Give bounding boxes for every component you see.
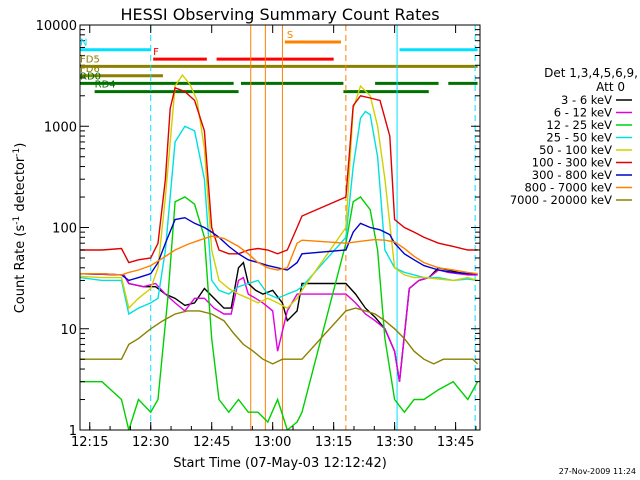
series-line-7 xyxy=(80,235,478,276)
y-tick-label-4: 10000 xyxy=(36,19,77,34)
x-tick-label-2: 12:45 xyxy=(193,435,230,450)
flag-label-fd5: FD5 xyxy=(80,54,100,65)
series-line-8 xyxy=(80,307,479,365)
y-axis-label-mid: detector xyxy=(13,156,28,216)
legend-label-4: 50 - 100 keV xyxy=(539,143,612,157)
axis-ticks: 12:15 12:30 12:45 13:00 13:15 13:30 13:45 1 10 10… xyxy=(36,19,480,450)
y-axis-label-main: Count Rate (s xyxy=(13,225,28,314)
flag-label-rd4: RD4 xyxy=(95,80,116,91)
legend-label-7: 800 - 7000 keV xyxy=(524,181,612,195)
legend-label-1: 6 - 12 keV xyxy=(554,106,612,120)
y-axis-label-sup1: -1 xyxy=(12,216,22,225)
y-tick-label-2: 100 xyxy=(52,222,77,237)
y-axis-label-sup2: -1 xyxy=(12,148,22,157)
flag-label-s: S xyxy=(287,30,293,41)
x-tick-label-4: 13:15 xyxy=(315,435,352,450)
y-tick-label-0: 1 xyxy=(69,424,77,439)
timestamp: 27-Nov-2009 11:24 xyxy=(559,467,636,476)
y-axis-label-end: ) xyxy=(13,143,28,148)
flag-label-n: N xyxy=(80,38,87,49)
legend-title-2: Att 0 xyxy=(596,80,625,94)
flag-label-fd6: FD6 xyxy=(80,64,100,75)
flag-label-rd0: RD0 xyxy=(80,71,101,82)
series-line-5 xyxy=(80,86,478,264)
legend-label-3: 25 - 50 keV xyxy=(546,131,612,145)
legend-title-1: Det 1,3,4,5,6,9, xyxy=(544,66,638,80)
legend-label-5: 100 - 300 keV xyxy=(532,156,612,170)
series-line-1 xyxy=(80,269,478,382)
series-lines xyxy=(80,73,479,430)
y-axis-label: Count Rate (s-1 detector-1) xyxy=(12,143,28,314)
x-tick-label-5: 13:30 xyxy=(376,435,413,450)
x-tick-label-0: 12:15 xyxy=(71,435,108,450)
series-line-4 xyxy=(80,73,478,310)
legend-label-6: 300 - 800 keV xyxy=(532,168,612,182)
legend-label-0: 3 - 6 keV xyxy=(561,93,612,107)
legend-label-2: 12 - 25 keV xyxy=(546,118,612,132)
legend-label-8: 7000 - 20000 keV xyxy=(510,193,612,207)
x-tick-label-6: 13:45 xyxy=(437,435,474,450)
y-tick-label-1: 10 xyxy=(60,323,77,338)
series-line-6 xyxy=(80,216,478,282)
x-tick-label-3: 13:00 xyxy=(254,435,291,450)
x-tick-label-1: 12:30 xyxy=(132,435,169,450)
flag-bars xyxy=(80,40,478,94)
series-line-3 xyxy=(80,110,478,316)
chart-title: HESSI Observing Summary Count Rates xyxy=(120,5,439,24)
flag-label-f: F xyxy=(153,47,159,58)
series-line-2 xyxy=(80,196,479,430)
y-tick-label-3: 1000 xyxy=(44,120,77,135)
x-axis-label: Start Time (07-May-03 12:12:42) xyxy=(173,456,387,471)
